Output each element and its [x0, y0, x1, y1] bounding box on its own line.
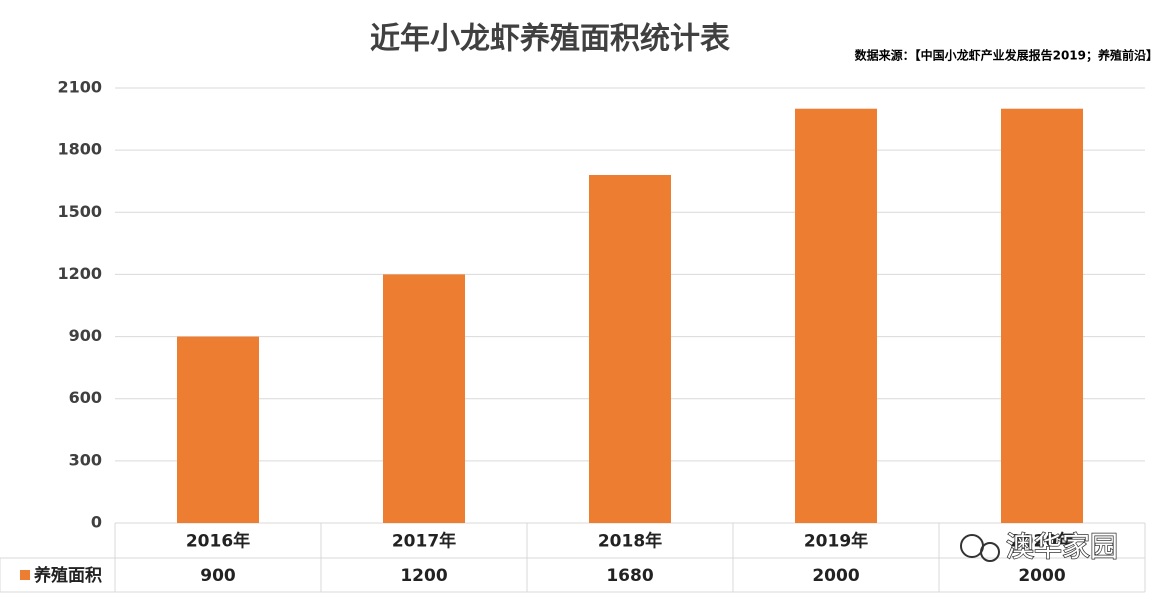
y-tick-label: 600 — [69, 388, 102, 407]
y-tick-label: 900 — [69, 326, 102, 345]
bar — [795, 108, 877, 523]
x-tick-label: 2019年 — [804, 531, 868, 552]
x-tick-label: 2016年 — [186, 531, 250, 552]
table-value: 1680 — [606, 566, 653, 586]
bar — [383, 274, 465, 523]
table-value: 1200 — [400, 566, 447, 586]
watermark: 澳华家园 — [1006, 530, 1118, 563]
table-value: 900 — [200, 566, 236, 586]
x-tick-label: 2018年 — [598, 531, 662, 552]
y-tick-label: 1200 — [57, 264, 102, 283]
watermark-icon — [980, 542, 1000, 562]
bar — [1001, 108, 1083, 523]
x-tick-label: 2017年 — [392, 531, 456, 552]
legend-label: 养殖面积 — [33, 565, 102, 586]
source-note: 数据来源：【中国小龙虾产业发展报告2019；养殖前沿】 — [855, 48, 1158, 63]
y-tick-label: 300 — [69, 450, 102, 469]
bar — [177, 336, 259, 523]
bar — [589, 175, 671, 523]
y-tick-label: 2100 — [57, 78, 102, 97]
table-value: 2000 — [812, 566, 859, 586]
y-tick-label: 1800 — [57, 140, 102, 159]
table-value: 2000 — [1018, 566, 1065, 586]
x-tick-label: 2020年 — [1010, 531, 1074, 552]
legend-swatch — [20, 570, 30, 580]
watermark-icon — [960, 534, 984, 558]
y-tick-label: 1500 — [57, 202, 102, 221]
chart-title: 近年小龙虾养殖面积统计表 — [370, 22, 730, 57]
y-tick-label: 0 — [91, 513, 102, 532]
